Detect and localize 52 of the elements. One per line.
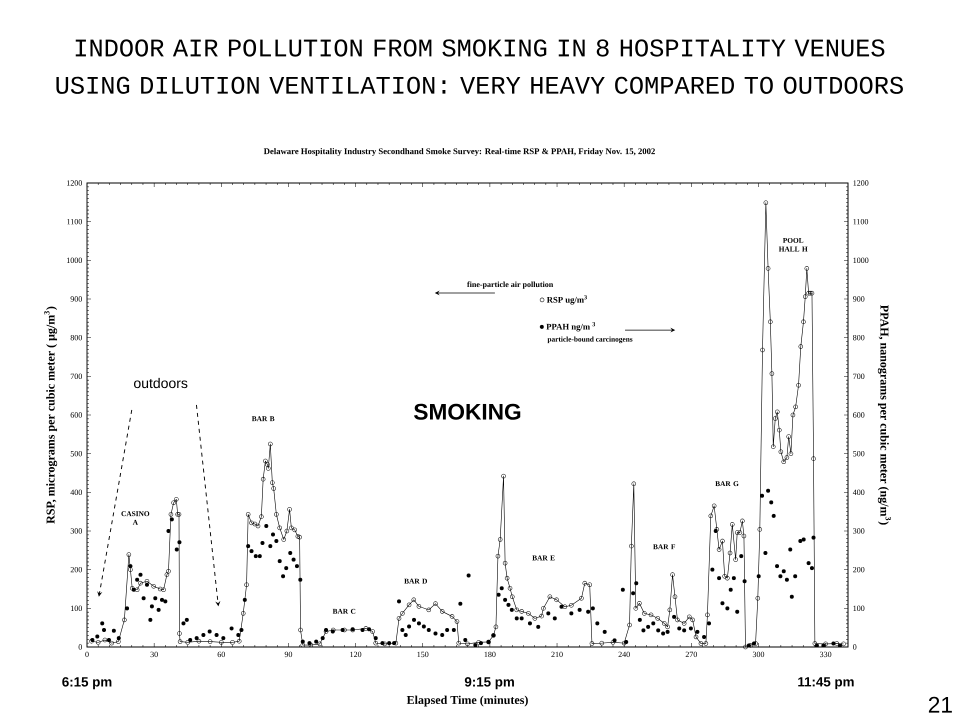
y2-tick-label: 200 [853, 566, 864, 572]
y2-tick-label: 300 [853, 528, 864, 534]
y-tick-label: 200 [70, 566, 82, 572]
x-tick-label: 90 [284, 652, 292, 658]
y2-tick-label: 500 [853, 450, 864, 456]
text: 9:15 pm [464, 677, 514, 690]
y2-tick-label: 0 [853, 644, 856, 650]
y2-axis-title: PPAH, nanograms per cubic meter (ng/m$^{3}$) [878, 305, 891, 525]
y-tick-label: 0 [78, 644, 82, 650]
x-tick-label: 0 [85, 652, 89, 658]
x-axis-title: Elapsed Time (minutes) [406, 696, 528, 706]
y-tick-label: 1200 [67, 180, 82, 186]
y-tick-label: 300 [70, 528, 82, 534]
x-tick-label: 150 [417, 652, 428, 658]
text: 6:15 pm [62, 677, 112, 690]
y2-tick-label: 800 [853, 334, 864, 340]
annotation: SMOKING [414, 404, 520, 420]
y-tick-label: 100 [71, 606, 82, 612]
text: 21 [928, 696, 952, 713]
y2-tick-label: 600 [853, 412, 864, 418]
y2-tick-label: 700 [853, 374, 864, 380]
y2-tick-label: 100 [853, 606, 864, 612]
x-tick-label: 180 [484, 652, 496, 658]
text: 11:45 pm [798, 677, 854, 690]
chart-subtitle: Delaware Hospitality Industry Secondhand Smoke Survey: Real-time RSP & PPAH, Friday Nov. 15, 2002 [264, 148, 655, 156]
y-tick-label: 700 [70, 374, 82, 380]
y-tick-label: 800 [70, 334, 82, 340]
x-tick-label: 300 [752, 652, 764, 658]
annotation: outdoors [134, 378, 188, 388]
legend-label: RSP ug/m$^{3}$ [546, 295, 587, 305]
y2-tick-label: 1100 [853, 218, 868, 224]
y2-tick-label: 900 [852, 296, 864, 302]
y-tick-label: 1100 [67, 218, 82, 224]
y-axis-title: RSP, micrograms per cubic meter ( μg/m$^{3}$) [44, 306, 58, 524]
y-tick-label: 500 [70, 450, 82, 456]
y2-tick-label: 1000 [853, 258, 868, 264]
y2-tick-label: 1200 [853, 180, 868, 186]
y-tick-label: 1000 [67, 258, 82, 264]
chart-title: INDOOR AIR POLLUTION FROM SMOKING IN 8 HOSPITALITY VENUES USING DILUTION VENTILATION: VERY HEAVY COMPARED TO OUTDOORS [56, 39, 903, 94]
x-tick-label: 120 [350, 652, 362, 658]
y-tick-label: 400 [70, 490, 82, 496]
x-tick-label: 210 [551, 652, 563, 658]
y-tick-label: 600 [70, 412, 82, 418]
x-tick-label: 240 [618, 652, 630, 658]
y2-tick-label: 400 [852, 490, 864, 496]
x-tick-label: 330 [820, 652, 832, 658]
legend-label: PPAH ng/m $^{3}$ [546, 322, 596, 332]
x-tick-label: 60 [218, 652, 225, 658]
legend-title: fine-particle air pollution [467, 281, 554, 289]
x-tick-label: 30 [150, 652, 158, 658]
x-tick-label: 270 [686, 652, 698, 658]
y-tick-label: 900 [70, 296, 82, 302]
